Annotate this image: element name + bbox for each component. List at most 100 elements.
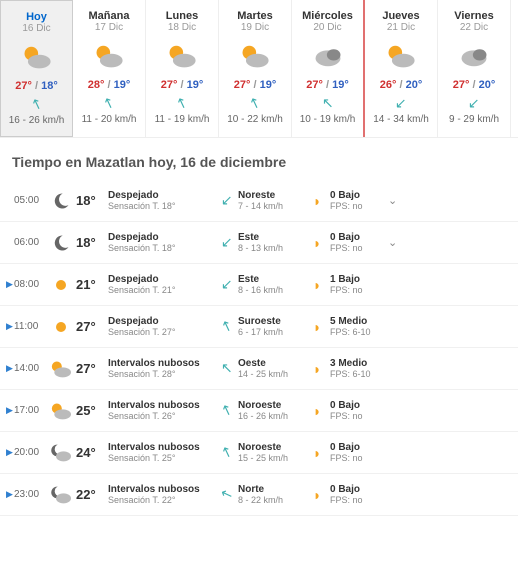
hour-weather-icon	[46, 443, 76, 463]
hour-temp: 18°	[76, 193, 108, 208]
hour-uv: 0 Bajo FPS: no	[330, 442, 388, 463]
hour-wind: Suroeste 6 - 17 km/h	[238, 316, 304, 337]
hour-row[interactable]: 05:00 18° Despejado Sensación T. 18° ↘ N…	[0, 180, 518, 222]
hour-row[interactable]: ▶ 17:00 25° Intervalos nubosos Sensación…	[0, 390, 518, 432]
hour-weather-icon	[46, 359, 76, 379]
hour-condition: Intervalos nubosos Sensación T. 28°	[108, 358, 216, 379]
day-date: 17 Dic	[77, 22, 141, 33]
day-temps: 26° / 20°	[369, 79, 433, 91]
wind-arrow-icon: ↘	[150, 95, 214, 112]
wind-text: 10 - 22 km/h	[223, 114, 287, 125]
hour-time: 08:00	[14, 279, 46, 290]
chevron-down-icon[interactable]: ⌄	[388, 236, 404, 249]
day-name: Miércoles	[296, 10, 359, 22]
hour-time: 06:00	[14, 237, 46, 248]
hour-weather-icon	[46, 233, 76, 253]
day-temps: 28° / 19°	[77, 79, 141, 91]
hour-condition: Intervalos nubosos Sensación T. 25°	[108, 442, 216, 463]
hour-wind-arrow-icon: ↘	[216, 444, 238, 461]
expand-marker-icon: ▶	[6, 279, 14, 290]
day-name: Jueves	[369, 10, 433, 22]
hour-row[interactable]: ▶ 20:00 24° Intervalos nubosos Sensación…	[0, 432, 518, 474]
hour-wind-arrow-icon: ↘	[216, 318, 238, 335]
day-date: 19 Dic	[223, 22, 287, 33]
hour-time: 05:00	[14, 195, 46, 206]
day-card[interactable]: Viernes 22 Dic 27° / 20° ↘ 9 - 29 km/h	[438, 0, 511, 137]
hour-uv: 0 Bajo FPS: no	[330, 400, 388, 421]
day-name: Martes	[223, 10, 287, 22]
hour-condition: Despejado Sensación T. 18°	[108, 232, 216, 253]
hour-time: 17:00	[14, 405, 46, 416]
hour-wind-arrow-icon: ↘	[216, 402, 238, 419]
hour-row[interactable]: ▶ 23:00 22° Intervalos nubosos Sensación…	[0, 474, 518, 516]
hourly-list: 05:00 18° Despejado Sensación T. 18° ↘ N…	[0, 180, 518, 516]
hour-weather-icon	[46, 191, 76, 211]
day-card[interactable]: Hoy 16 Dic 27° / 18° ↘ 16 - 26 km/h	[0, 0, 73, 137]
day-name: Lunes	[150, 10, 214, 22]
hour-row[interactable]: ▶ 11:00 27° Despejado Sensación T. 27° ↘…	[0, 306, 518, 348]
hour-wind-arrow-icon: ↘	[216, 360, 238, 377]
hour-uv: 3 Medio FPS: 6-10	[330, 358, 388, 379]
hour-uv: 0 Bajo FPS: no	[330, 232, 388, 253]
day-temps: 27° / 20°	[442, 79, 506, 91]
expand-marker-icon: ▶	[6, 321, 14, 332]
wind-text: 9 - 29 km/h	[442, 114, 506, 125]
day-date: 16 Dic	[5, 23, 68, 34]
hour-row[interactable]: ▶ 08:00 21° Despejado Sensación T. 21° ↘…	[0, 264, 518, 306]
hour-temp: 25°	[76, 403, 108, 418]
day-card[interactable]: Lunes 18 Dic 27° / 19° ↘ 11 - 19 km/h	[146, 0, 219, 137]
hour-condition: Intervalos nubosos Sensación T. 26°	[108, 400, 216, 421]
hour-condition: Despejado Sensación T. 21°	[108, 274, 216, 295]
hour-weather-icon	[46, 401, 76, 421]
hour-condition: Despejado Sensación T. 27°	[108, 316, 216, 337]
hour-time: 11:00	[14, 321, 46, 332]
hour-uv: 0 Bajo FPS: no	[330, 190, 388, 211]
hour-temp: 18°	[76, 235, 108, 250]
day-temps: 27° / 18°	[5, 80, 68, 92]
hour-wind-arrow-icon: ↘	[216, 234, 238, 251]
hour-weather-icon	[46, 275, 76, 295]
hour-temp: 21°	[76, 277, 108, 292]
hour-temp: 27°	[76, 361, 108, 376]
weather-icon	[296, 39, 359, 73]
hour-row[interactable]: ▶ 14:00 27° Intervalos nubosos Sensación…	[0, 348, 518, 390]
hour-wind-arrow-icon: ↘	[216, 192, 238, 209]
hour-condition: Despejado Sensación T. 18°	[108, 190, 216, 211]
hour-time: 20:00	[14, 447, 46, 458]
uv-icon: ◗	[304, 236, 330, 250]
hour-wind-arrow-icon: ↘	[216, 276, 238, 293]
day-date: 22 Dic	[442, 22, 506, 33]
hour-wind: Norte 8 - 22 km/h	[238, 484, 304, 505]
hourly-heading: Tiempo en Mazatlan hoy, 16 de diciembre	[0, 138, 518, 180]
day-date: 20 Dic	[296, 22, 359, 33]
chevron-down-icon[interactable]: ⌄	[388, 194, 404, 207]
hour-row[interactable]: 06:00 18° Despejado Sensación T. 18° ↘ E…	[0, 222, 518, 264]
day-card[interactable]: Jueves 21 Dic 26° / 20° ↘ 14 - 34 km/h	[365, 0, 438, 137]
expand-marker-icon: ▶	[6, 363, 14, 374]
wind-arrow-icon: ↘	[223, 95, 287, 112]
expand-marker-icon: ▶	[6, 447, 14, 458]
day-name: Hoy	[5, 11, 68, 23]
day-date: 18 Dic	[150, 22, 214, 33]
uv-icon: ◗	[304, 488, 330, 502]
daily-forecast-row: Hoy 16 Dic 27° / 18° ↘ 16 - 26 km/h Maña…	[0, 0, 518, 138]
hour-wind-arrow-icon: ↘	[216, 486, 238, 503]
wind-arrow-icon: ↘	[369, 95, 433, 112]
day-card[interactable]: Mañana 17 Dic 28° / 19° ↘ 11 - 20 km/h	[73, 0, 146, 137]
uv-icon: ◗	[304, 194, 330, 208]
hour-wind: Noroeste 15 - 25 km/h	[238, 442, 304, 463]
day-temps: 27° / 19°	[296, 79, 359, 91]
day-card[interactable]: Miércoles 20 Dic 27° / 19° ↘ 10 - 19 km/…	[292, 0, 365, 137]
day-name: Mañana	[77, 10, 141, 22]
day-card[interactable]: Martes 19 Dic 27° / 19° ↘ 10 - 22 km/h	[219, 0, 292, 137]
wind-arrow-icon: ↘	[5, 96, 68, 113]
hour-uv: 0 Bajo FPS: no	[330, 484, 388, 505]
hour-time: 23:00	[14, 489, 46, 500]
uv-icon: ◗	[304, 320, 330, 334]
weather-icon	[77, 39, 141, 73]
day-temps: 27° / 19°	[223, 79, 287, 91]
wind-text: 16 - 26 km/h	[5, 115, 68, 126]
wind-arrow-icon: ↘	[296, 95, 359, 112]
hour-wind: Este 8 - 13 km/h	[238, 232, 304, 253]
day-date: 21 Dic	[369, 22, 433, 33]
